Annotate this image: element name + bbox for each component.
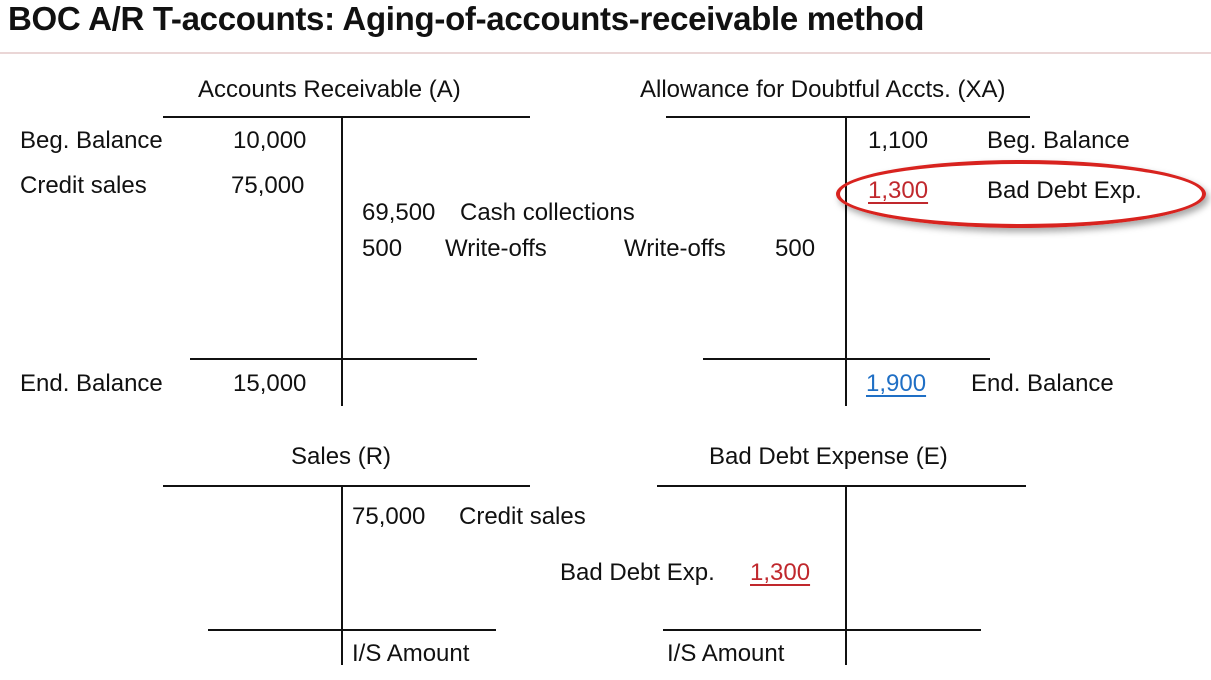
t-account-top-rule — [666, 116, 1030, 118]
credit-label: Credit sales — [459, 503, 586, 530]
debit-label: Beg. Balance — [20, 127, 163, 154]
balance-rule — [703, 358, 990, 360]
credit-label: Cash collections — [460, 199, 635, 226]
debit-label: Bad Debt Exp. — [560, 559, 715, 586]
credit-amount: 500 — [362, 235, 403, 262]
title-divider — [0, 52, 1211, 54]
t-account-divider — [845, 485, 847, 665]
t-account-top-rule — [163, 116, 530, 118]
ending-label: End. Balance — [20, 370, 163, 397]
t-account-top-rule — [163, 485, 530, 487]
account-title: Bad Debt Expense (E) — [709, 443, 948, 470]
debit-amount: 10,000 — [233, 127, 307, 154]
debit-amount: 1,300 — [750, 559, 811, 586]
credit-label: Beg. Balance — [987, 127, 1130, 154]
ending-amount: 15,000 — [233, 370, 307, 397]
debit-label: Credit sales — [20, 172, 147, 199]
ending-label: End. Balance — [971, 370, 1114, 397]
balance-rule — [663, 629, 981, 631]
t-account-divider — [341, 116, 343, 406]
t-account-top-rule — [657, 485, 1026, 487]
credit-label: Write-offs — [445, 235, 547, 262]
balance-rule — [208, 629, 496, 631]
debit-amount: 75,000 — [231, 172, 305, 199]
credit-amount: 69,500 — [362, 199, 436, 226]
credit-amount: 1,100 — [868, 127, 929, 154]
footer-label: I/S Amount — [667, 640, 785, 667]
ending-amount: 1,900 — [866, 370, 927, 397]
balance-rule — [190, 358, 477, 360]
slide-title: BOC A/R T-accounts: Aging-of-accounts-re… — [8, 0, 925, 37]
credit-amount: 75,000 — [352, 503, 426, 530]
debit-label: Write-offs — [624, 235, 726, 262]
account-title: Sales (R) — [291, 443, 392, 470]
highlight-circle — [836, 160, 1206, 228]
account-title: Allowance for Doubtful Accts. (XA) — [640, 76, 1006, 103]
footer-label: I/S Amount — [352, 640, 470, 667]
debit-amount: 500 — [775, 235, 816, 262]
account-title: Accounts Receivable (A) — [198, 76, 461, 103]
t-account-divider — [845, 116, 847, 406]
t-account-divider — [341, 485, 343, 665]
